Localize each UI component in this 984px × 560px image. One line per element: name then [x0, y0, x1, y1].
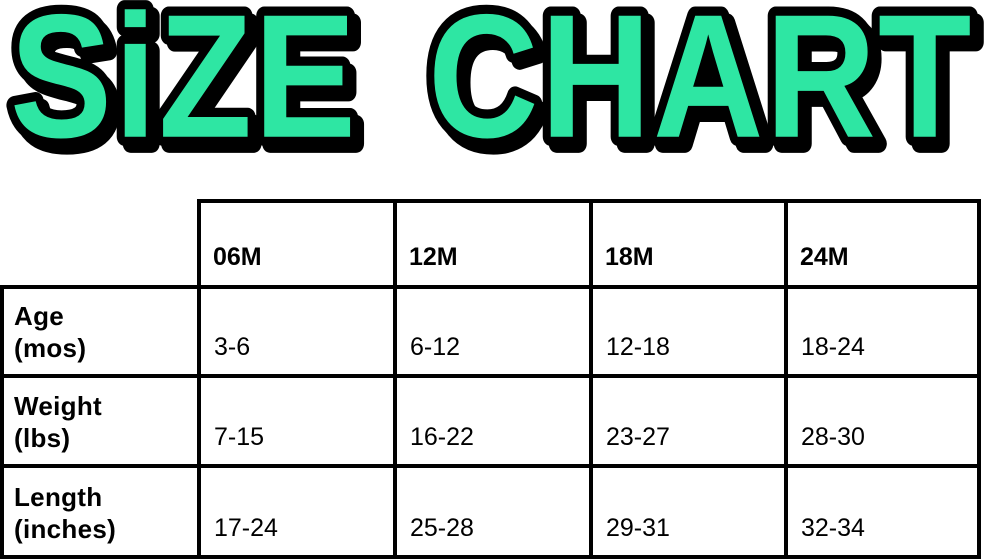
svg-text:SiZECHART: SiZE CHART	[10, 0, 973, 174]
